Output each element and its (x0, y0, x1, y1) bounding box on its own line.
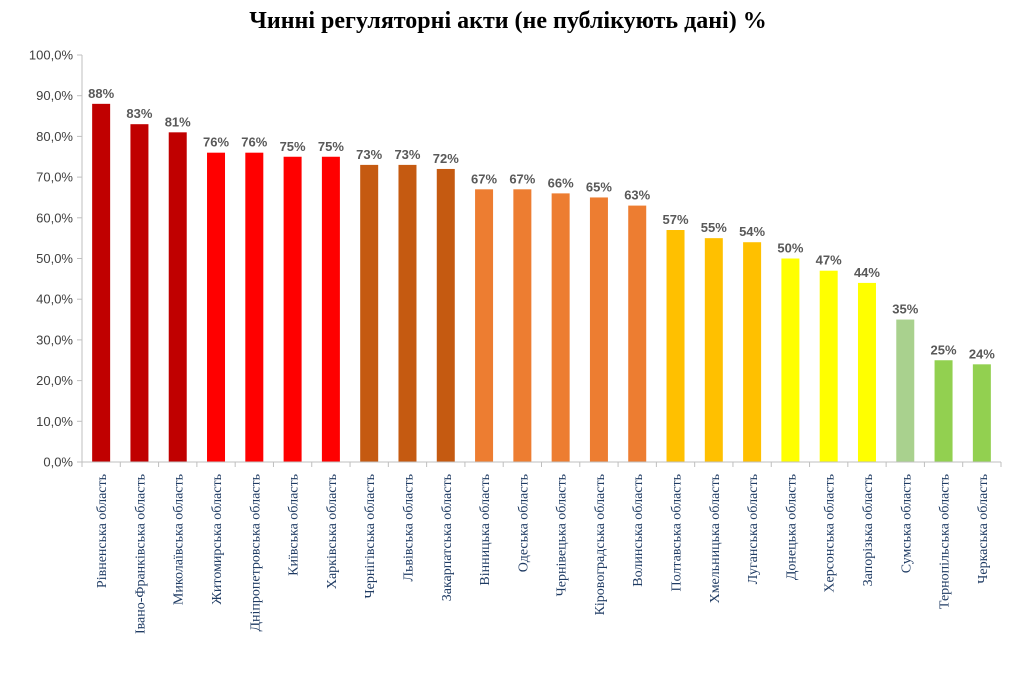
bar (513, 189, 532, 462)
bar (436, 168, 455, 462)
y-tick-label: 10,0% (36, 414, 73, 429)
bar (321, 156, 340, 462)
bar (475, 189, 494, 462)
y-tick-label: 100,0% (29, 48, 74, 63)
bar (743, 242, 762, 462)
bar (666, 230, 685, 462)
category-label: Чернігівська область (363, 474, 378, 598)
data-label: 47% (816, 253, 842, 268)
category-label: Одеська область (516, 474, 531, 572)
category-label: Вінницька область (478, 474, 493, 586)
y-tick-label: 0,0% (43, 455, 73, 470)
category-label: Херсонська область (823, 474, 838, 593)
bar (819, 270, 838, 462)
data-label: 88% (88, 86, 114, 101)
data-label: 25% (931, 342, 957, 357)
category-label: Івано-Франківська область (133, 474, 148, 634)
y-tick-label: 70,0% (36, 170, 73, 185)
bar (283, 156, 302, 462)
data-label: 35% (892, 302, 918, 317)
bar (628, 205, 647, 462)
category-label: Полтавська область (670, 474, 685, 592)
bar (551, 193, 570, 462)
data-label: 66% (548, 175, 574, 190)
y-tick-label: 30,0% (36, 332, 73, 347)
data-label: 55% (701, 220, 727, 235)
bar (168, 132, 187, 462)
data-label: 73% (394, 147, 420, 162)
bars: 88% 83% 81% 76% 76% 75% 75% 73% 73% 72% 67% 67% 66% 6… (88, 86, 995, 462)
bar (857, 282, 876, 462)
bar (398, 164, 417, 462)
category-label: Черкаська область (976, 474, 991, 584)
bar (207, 152, 226, 462)
category-label: Чернівецька область (555, 474, 570, 596)
y-tick-label: 40,0% (36, 292, 73, 307)
y-tick-label: 50,0% (36, 251, 73, 266)
category-label: Тернопільська область (938, 474, 953, 609)
data-label: 67% (471, 171, 497, 186)
data-label: 75% (318, 139, 344, 154)
category-label: Закарпатська область (440, 474, 455, 601)
y-axis: 0,0% 10,0% 20,0% 30,0% 40,0% 50,0% 60,0% 70,0% 8… (29, 48, 83, 470)
category-label: Сумська область (899, 474, 914, 573)
bar (972, 364, 991, 462)
data-label: 73% (356, 147, 382, 162)
x-axis: Рівненська область Івано-Франківська обла… (81, 461, 1002, 634)
category-label: Дніпропетровська область (248, 474, 263, 632)
data-label: 83% (126, 106, 152, 121)
data-label: 24% (969, 346, 995, 361)
bar (130, 124, 149, 462)
data-label: 63% (624, 188, 650, 203)
category-label: Київська область (287, 474, 302, 576)
category-label: Запорізька область (861, 474, 876, 586)
y-tick-label: 20,0% (36, 373, 73, 388)
data-label: 81% (165, 114, 191, 129)
data-label: 57% (663, 212, 689, 227)
bar (92, 103, 111, 462)
y-tick-label: 80,0% (36, 129, 73, 144)
data-label: 65% (586, 179, 612, 194)
category-label: Кіровоградська область (593, 474, 608, 615)
category-label: Луганська область (746, 474, 761, 584)
data-label: 54% (739, 224, 765, 239)
bar (896, 319, 915, 462)
bar (245, 152, 264, 462)
data-label: 76% (203, 135, 229, 150)
data-label: 44% (854, 265, 880, 280)
y-tick-label: 90,0% (36, 88, 73, 103)
y-tick-label: 60,0% (36, 210, 73, 225)
data-label: 75% (280, 139, 306, 154)
chart-title: Чинні регуляторні акти (не публікують да… (249, 8, 767, 34)
category-label: Миколаївська область (172, 474, 187, 605)
data-label: 67% (509, 171, 535, 186)
bar (360, 164, 379, 462)
category-label: Харківська область (325, 474, 340, 589)
bar (934, 360, 953, 462)
category-label: Львівська область (401, 474, 416, 582)
category-label: Донецька область (784, 474, 799, 580)
bar (781, 258, 800, 462)
bar (704, 238, 723, 462)
data-label: 50% (777, 241, 803, 256)
category-label: Житомирська область (210, 474, 225, 605)
category-label: Хмельницька область (708, 474, 723, 603)
category-label: Волинська область (631, 474, 646, 587)
data-label: 76% (241, 135, 267, 150)
data-label: 72% (433, 151, 459, 166)
bar (589, 197, 608, 462)
category-label: Рівненська область (95, 474, 110, 588)
